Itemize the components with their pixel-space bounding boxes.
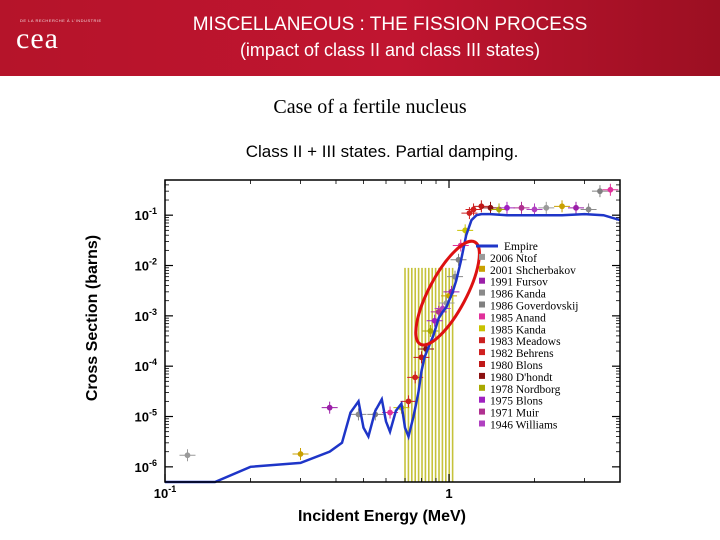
y-tick-base: 10 [135, 359, 149, 374]
legend-label: 2006 Ntof [490, 253, 537, 265]
data-point [597, 188, 603, 195]
y-tick-base: 10 [135, 309, 149, 324]
data-point [543, 204, 550, 211]
data-point [435, 308, 442, 315]
data-point [518, 204, 525, 211]
x-tick-label: 1 [445, 486, 452, 501]
data-point [573, 204, 579, 211]
y-tick-label: 10-3 [135, 307, 157, 324]
legend-label: 1971 Muir [490, 408, 539, 420]
data-point [607, 186, 614, 193]
data-point [326, 404, 333, 411]
slide-title: MISCELLANEOUS : THE FISSION PROCESS [192, 14, 588, 35]
legend-label: 1986 Kanda [490, 289, 546, 301]
y-tick-exponent: -2 [149, 257, 157, 267]
slide-subtitle: (impact of class II and class III states… [239, 40, 541, 60]
empire-curve [165, 212, 621, 484]
logo-text: cea [16, 22, 59, 55]
y-tick-label: 10-2 [135, 257, 157, 274]
y-tick-exponent: -3 [149, 307, 157, 317]
legend-swatch-marker [479, 265, 485, 272]
y-tick-exponent: -1 [149, 206, 157, 216]
legend-swatch-marker [479, 396, 485, 403]
y-tick-exponent: -4 [149, 357, 157, 367]
y-tick-label: 10-1 [135, 206, 157, 223]
highlight-ellipse [414, 239, 481, 347]
legend-swatch-marker [479, 277, 485, 284]
legend-swatch-marker [479, 325, 485, 332]
x-axis-label: Incident Energy (MeV) [298, 508, 466, 525]
legend-swatch-marker [479, 289, 485, 296]
data-point [585, 206, 592, 213]
resonance-band [404, 267, 454, 482]
legend-label: 1975 Blons [490, 396, 543, 408]
x-tick-label: 10-1 [154, 484, 176, 501]
legend-label: 1980 Blons [490, 360, 543, 372]
legend-swatch-marker [479, 361, 485, 367]
legend-swatch-marker [479, 408, 485, 415]
legend-label: 1982 Behrens [490, 348, 554, 360]
y-tick-exponent: -5 [149, 408, 157, 418]
legend-swatch-marker [479, 313, 485, 320]
data-point [412, 374, 419, 381]
y-tick-label: 10-5 [135, 408, 157, 425]
data-point [466, 210, 473, 216]
legend-swatch-marker [479, 253, 485, 260]
y-tick-exponent: -6 [149, 458, 157, 468]
legend-label: Empire [504, 241, 538, 253]
legend-label: 1985 Anand [490, 312, 546, 324]
y-tick-base: 10 [135, 208, 149, 223]
legend-swatch-marker [479, 301, 485, 308]
legend-label: 1991 Fursov [490, 277, 548, 289]
legend-label: 1985 Kanda [490, 324, 546, 336]
legend-label: 1946 Williams [490, 420, 558, 432]
y-tick-label: 10-6 [135, 458, 157, 475]
y-tick-base: 10 [135, 410, 149, 425]
data-point [504, 204, 510, 211]
x-tick-exponent: -1 [168, 484, 176, 494]
section-heading: Case of a fertile nucleus [273, 96, 467, 118]
plot-frame [164, 179, 621, 483]
data-point [184, 452, 191, 459]
chart-title: Class II + III states. Partial damping. [246, 142, 519, 161]
logo-tagline: DE LA RECHERCHE À L'INDUSTRIE [20, 18, 102, 23]
data-point [470, 206, 477, 213]
legend-label: 1983 Meadows [490, 336, 561, 348]
data-point [297, 451, 304, 457]
x-tick-base: 10 [154, 486, 168, 501]
legend-label: 1986 Goverdovskij [490, 301, 578, 313]
legend-swatch-marker [479, 372, 485, 379]
data-point [427, 328, 434, 334]
legend-label: 2001 Shcherbakov [490, 265, 576, 277]
y-tick-base: 10 [135, 259, 149, 274]
data-point [531, 206, 538, 213]
y-tick-label: 10-4 [135, 357, 157, 374]
header-banner: DE LA RECHERCHE À L'INDUSTRIE cea MISCEL… [0, 0, 720, 76]
data-point [405, 398, 412, 405]
legend-swatch-marker [479, 349, 485, 356]
y-axis-label: Cross Section (barns) [84, 235, 101, 401]
legend-swatch-marker [479, 337, 485, 344]
y-tick-base: 10 [135, 460, 149, 475]
data-point [387, 409, 393, 416]
data-point [559, 203, 565, 210]
legend-label: 1980 D'hondt [490, 372, 553, 384]
legend-swatch-marker [479, 420, 485, 427]
legend-swatch-marker [479, 384, 485, 391]
legend-label: 1978 Nordborg [490, 384, 561, 396]
cea-logo: DE LA RECHERCHE À L'INDUSTRIE cea [6, 6, 124, 68]
